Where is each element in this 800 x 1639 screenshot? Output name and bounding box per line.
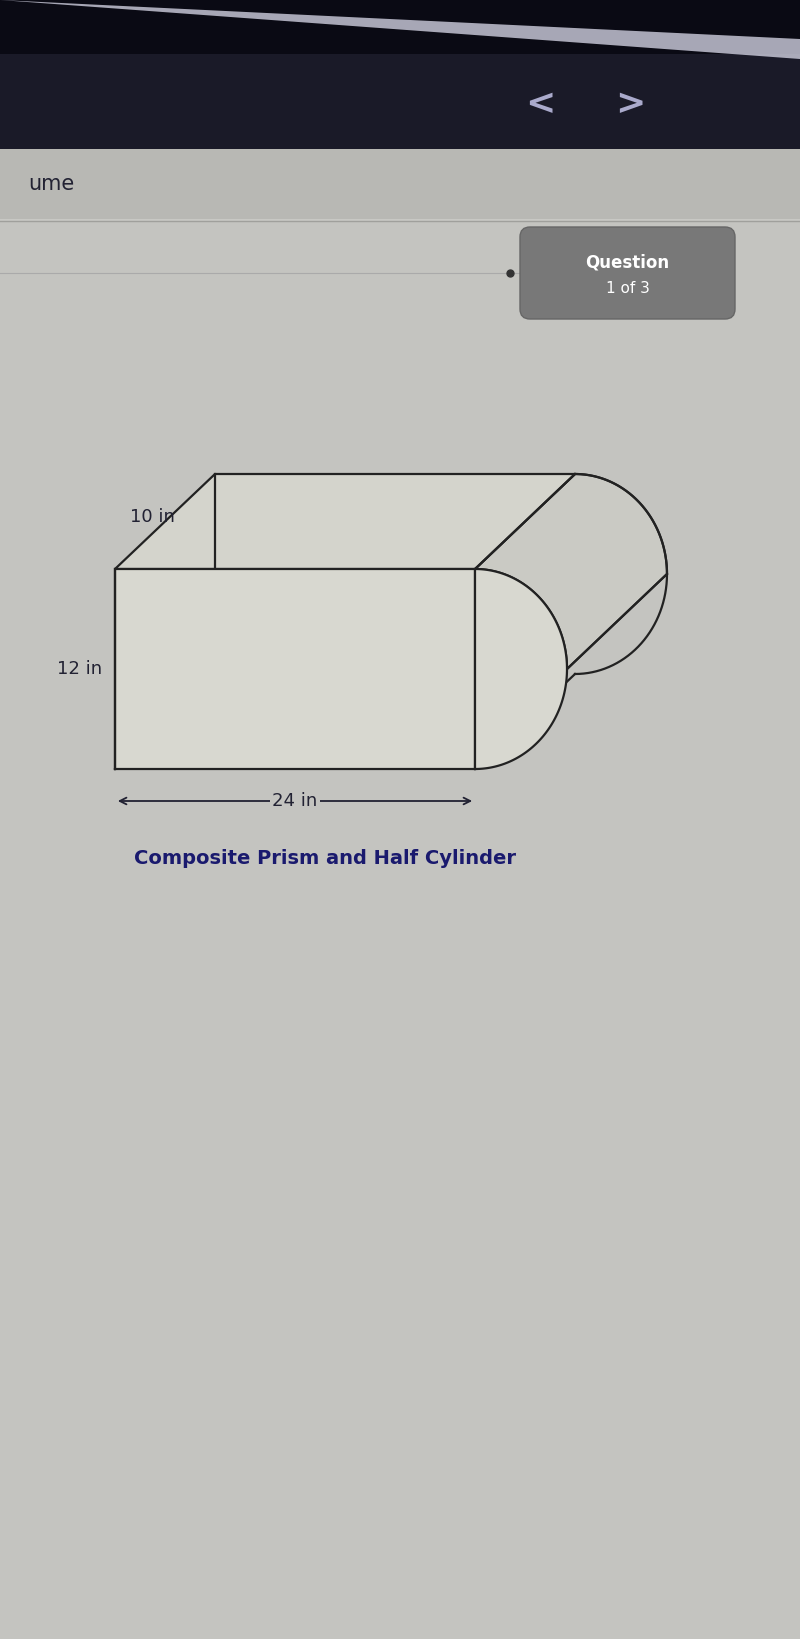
Text: 24 in: 24 in: [272, 792, 318, 810]
Bar: [0, 149, 800, 220]
Text: 10 in: 10 in: [130, 508, 175, 526]
Bar: [0, 54, 800, 149]
Polygon shape: [115, 474, 575, 569]
Text: >: >: [615, 87, 645, 121]
Text: Composite Prism and Half Cylinder: Composite Prism and Half Cylinder: [134, 849, 516, 869]
Text: 12 in: 12 in: [57, 661, 102, 679]
Polygon shape: [115, 569, 475, 769]
Polygon shape: [0, 0, 800, 59]
Text: ume: ume: [28, 174, 74, 193]
Bar: [0, 0, 800, 59]
Text: <: <: [525, 87, 555, 121]
Text: 1 of 3: 1 of 3: [606, 282, 650, 297]
Text: Question: Question: [586, 252, 670, 270]
FancyBboxPatch shape: [520, 226, 735, 320]
Bar: [0, 221, 800, 1639]
Polygon shape: [475, 474, 667, 669]
Polygon shape: [475, 569, 567, 769]
